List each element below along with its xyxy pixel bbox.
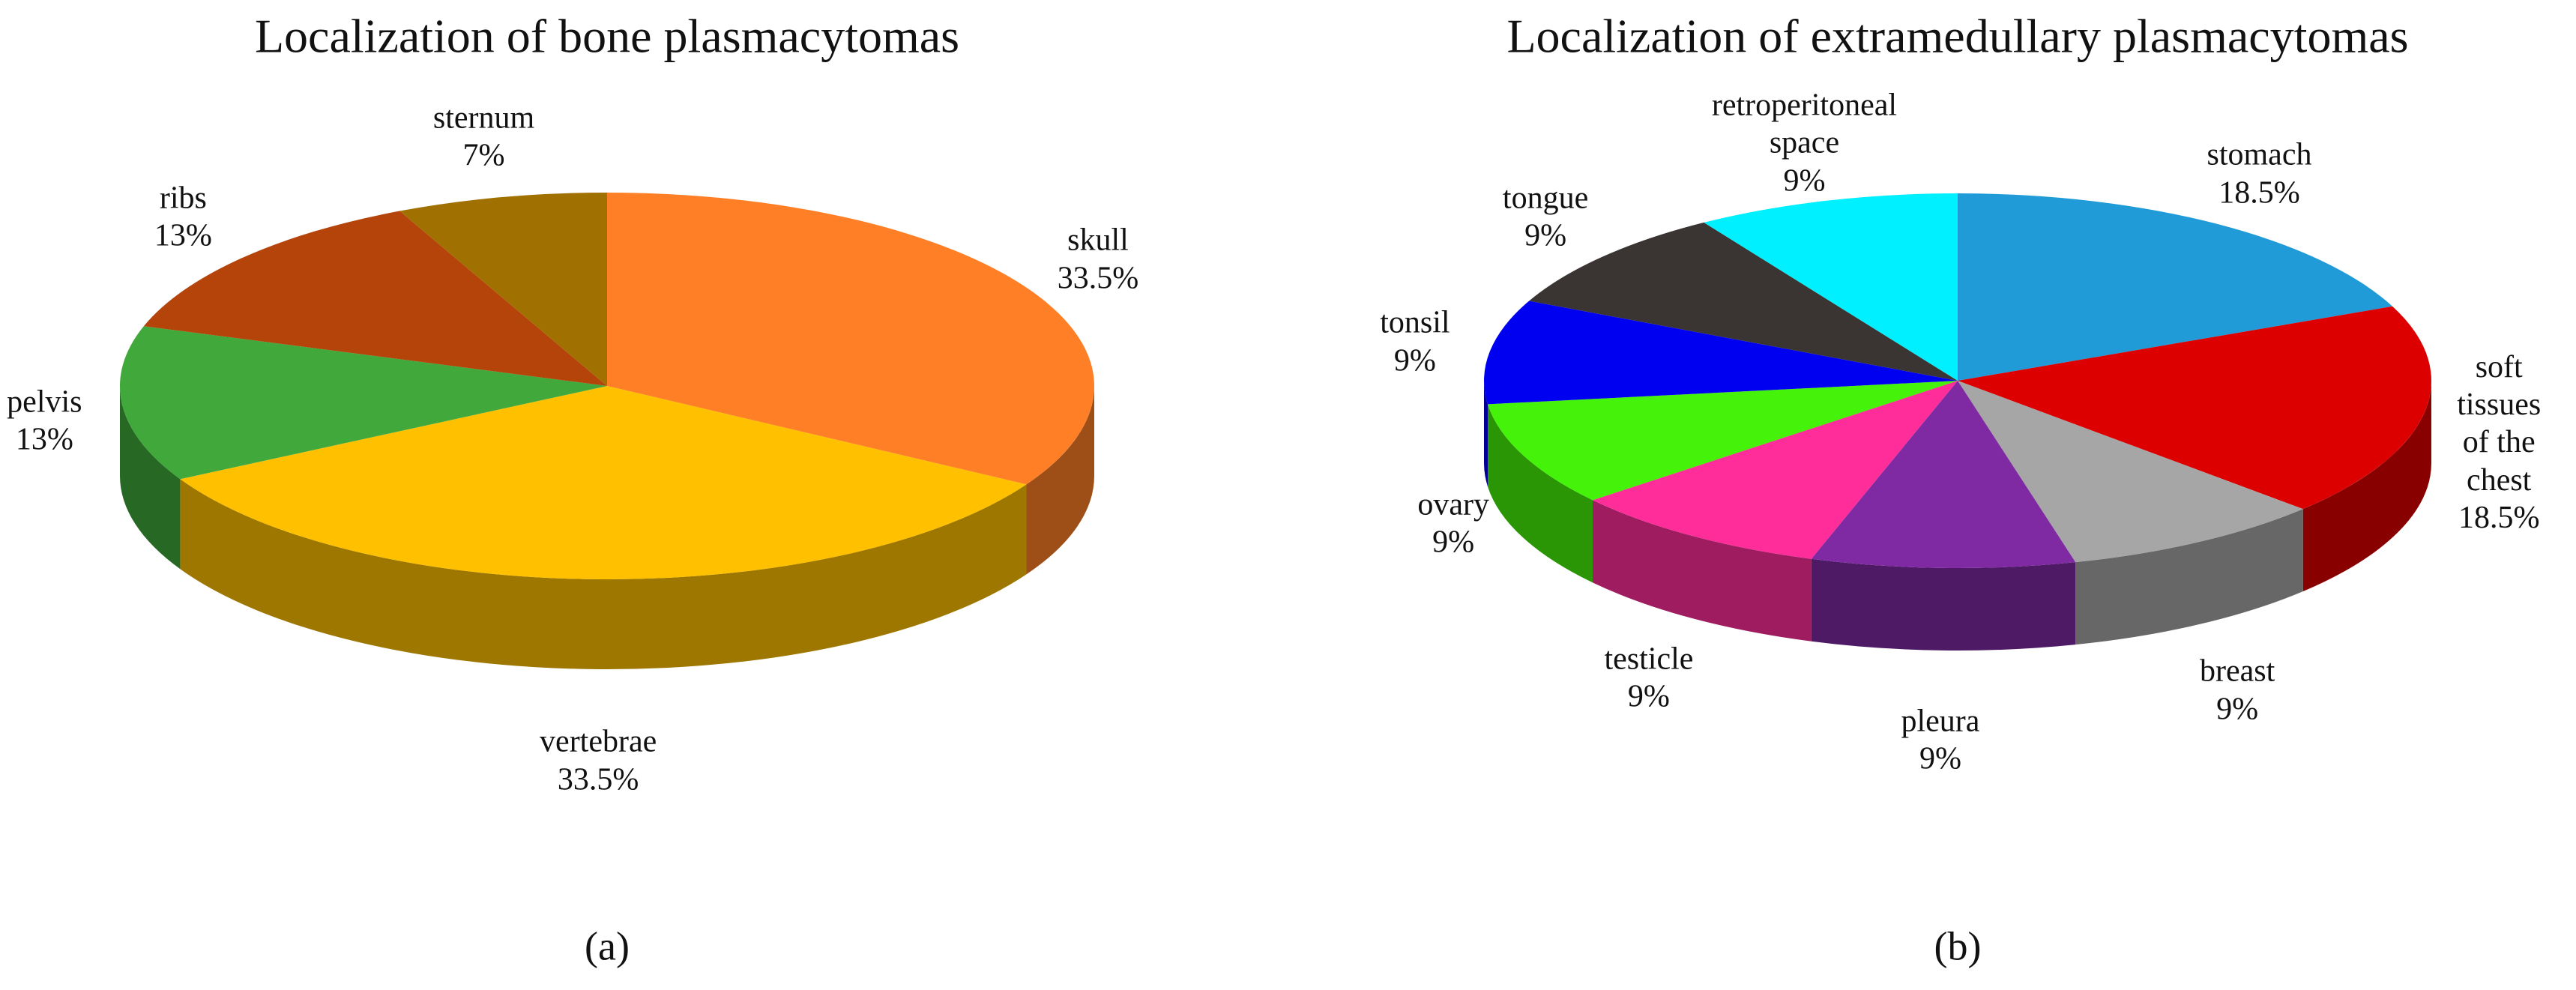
- slice: [1811, 381, 2076, 568]
- data-label: tongue 9%: [1503, 179, 1588, 255]
- category-label: sternum: [432, 100, 535, 136]
- slice: [180, 386, 1027, 580]
- data-label: tonsil 9%: [1380, 304, 1450, 380]
- data-label: retroperitoneal space 9%: [1677, 87, 1931, 200]
- caption: (b): [1934, 923, 1982, 968]
- category-label: pelvis: [7, 384, 82, 420]
- category-label: vertebrae: [540, 725, 657, 760]
- value-label: 7%: [462, 138, 505, 173]
- slice: [120, 326, 607, 480]
- value-label: 9%: [1524, 218, 1567, 253]
- value-label: 18.5%: [2458, 501, 2540, 536]
- category-label: stomach: [2207, 137, 2312, 172]
- chart-title: Localization of bone plasmacytomas: [255, 10, 959, 63]
- slice-side: [1026, 386, 1094, 575]
- category-label: ovary: [1417, 487, 1489, 522]
- slice: [143, 211, 608, 386]
- data-label: sternum 7%: [433, 99, 534, 175]
- data-label: soft tissues of the chest 18.5%: [2457, 348, 2541, 537]
- category-label: soft tissues of the chest: [2457, 349, 2542, 498]
- category-label: breast: [2200, 654, 2275, 689]
- value-label: 13%: [154, 218, 212, 253]
- data-label: vertebrae 33.5%: [540, 723, 657, 799]
- category-label: tongue: [1502, 181, 1589, 216]
- slice-side: [180, 479, 1027, 669]
- value-label: 9%: [1627, 679, 1670, 714]
- value-label: 9%: [1919, 741, 1961, 776]
- slice: [1958, 193, 2393, 381]
- slice: [1958, 306, 2431, 510]
- data-label: stomach 18.5%: [2207, 136, 2312, 212]
- slice-side: [1811, 558, 2076, 651]
- data-label: ovary 9%: [1417, 486, 1489, 561]
- value-label: 33.5%: [557, 762, 639, 797]
- pie-tops: [1484, 193, 2431, 568]
- data-label: skull 33.5%: [1058, 222, 1139, 298]
- slice-side: [1593, 500, 1812, 642]
- chart-title: Localization of extramedullary plasmacyt…: [1506, 10, 2408, 63]
- slice-side: [1487, 404, 1593, 583]
- pie-sides: [1484, 381, 2431, 651]
- value-label: 33.5%: [1057, 261, 1139, 296]
- value-label: 13%: [15, 423, 73, 458]
- slice: [607, 193, 1095, 485]
- data-label: pelvis 13%: [7, 384, 82, 459]
- slice: [1529, 222, 1958, 381]
- slice: [1484, 301, 1958, 405]
- slice-side: [2302, 381, 2431, 592]
- value-label: 18.5%: [2218, 175, 2300, 211]
- category-label: pleura: [1901, 704, 1980, 739]
- slice: [1958, 381, 2303, 563]
- slice-side: [120, 386, 181, 570]
- value-label: 9%: [1393, 343, 1436, 378]
- slice-side: [1484, 381, 1488, 487]
- category-label: ribs: [159, 181, 207, 216]
- data-label: ribs 13%: [154, 179, 212, 255]
- value-label: 9%: [2216, 692, 2259, 727]
- data-label: pleura 9%: [1901, 702, 1979, 778]
- category-label: retroperitoneal space: [1711, 88, 1898, 160]
- pie-tops: [120, 193, 1095, 580]
- category-label: tonsil: [1380, 305, 1450, 340]
- data-label: breast 9%: [2200, 653, 2275, 728]
- slice: [399, 193, 607, 386]
- slice: [1487, 381, 1958, 501]
- value-label: 9%: [1783, 163, 1826, 199]
- slice: [1593, 381, 1958, 559]
- pie-sides: [120, 386, 1094, 669]
- category-label: skull: [1067, 223, 1129, 258]
- category-label: testicle: [1604, 642, 1694, 677]
- slice: [1704, 193, 1958, 381]
- slice-side: [2075, 509, 2303, 645]
- data-label: testicle 9%: [1604, 641, 1693, 716]
- caption: (a): [585, 923, 630, 968]
- value-label: 9%: [1432, 525, 1475, 560]
